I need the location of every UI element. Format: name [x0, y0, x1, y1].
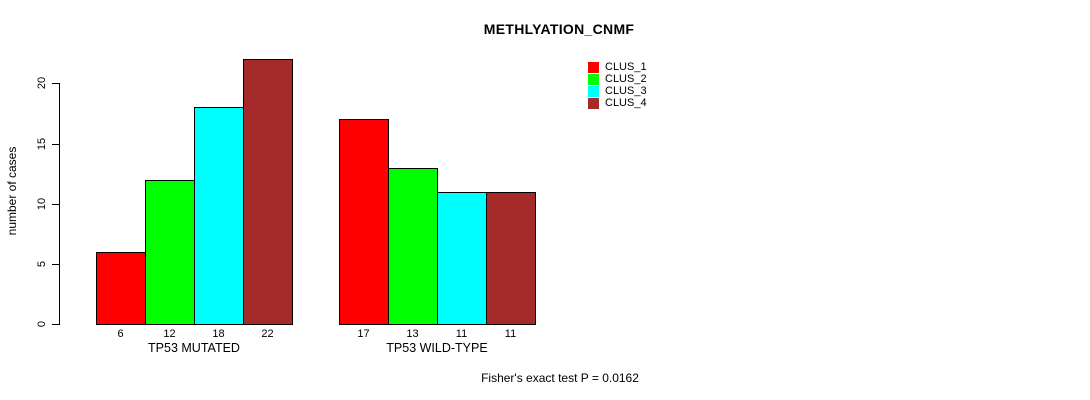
bar-clus_3-tp53-wild-type: [437, 192, 487, 325]
legend-label: CLUS_2: [605, 73, 647, 85]
chart-title: METHLYATION_CNMF: [483, 21, 635, 37]
legend-swatch-icon: [588, 85, 599, 97]
bar-clus_2-tp53-mutated: [145, 180, 195, 325]
legend-item: CLUS_3: [588, 85, 647, 97]
y-tick-mark: [52, 203, 59, 205]
bar-clus_2-tp53-wild-type: [388, 168, 438, 325]
bar-clus_4-tp53-wild-type: [486, 192, 536, 325]
bar-clus_4-tp53-mutated: [243, 59, 293, 325]
legend-item: CLUS_2: [588, 73, 647, 85]
legend-swatch-icon: [588, 97, 599, 109]
y-tick-label: 5: [36, 260, 48, 267]
y-tick-mark: [52, 83, 59, 85]
annotation-text: Fisher's exact test P = 0.0162: [481, 371, 639, 385]
y-axis-label: number of cases: [5, 146, 19, 236]
bar-value-label: 11: [455, 328, 468, 340]
category-label: TP53 MUTATED: [148, 341, 240, 355]
bar-value-label: 11: [504, 328, 517, 340]
y-tick-mark: [52, 143, 59, 145]
y-tick-mark: [52, 324, 59, 325]
y-tick-mark: [52, 263, 59, 265]
legend-swatch-icon: [588, 61, 599, 73]
legend-label: CLUS_4: [605, 97, 647, 109]
legend: CLUS_1 CLUS_2 CLUS_3 CLUS_4: [588, 61, 647, 109]
y-axis-line: [59, 83, 60, 325]
legend-label: CLUS_1: [605, 61, 647, 73]
legend-swatch-icon: [588, 73, 599, 85]
bar-value-label: 13: [406, 328, 419, 340]
bar-value-label: 22: [261, 328, 274, 340]
category-label: TP53 WILD-TYPE: [386, 341, 488, 355]
bar-value-label: 18: [212, 328, 225, 340]
legend-label: CLUS_3: [605, 85, 647, 97]
bar-value-label: 12: [163, 328, 176, 340]
bar-clus_1-tp53-mutated: [96, 252, 146, 325]
bar-value-label: 6: [117, 328, 124, 340]
y-tick-label: 20: [36, 77, 48, 90]
y-tick-label: 0: [36, 320, 48, 328]
y-tick-label: 10: [36, 197, 48, 210]
legend-item: CLUS_1: [588, 61, 647, 73]
bar-clus_1-tp53-wild-type: [339, 119, 389, 325]
bar-clus_3-tp53-mutated: [194, 107, 244, 325]
y-tick-label: 15: [36, 137, 48, 150]
legend-item: CLUS_4: [588, 97, 647, 109]
bar-value-label: 17: [357, 328, 370, 340]
